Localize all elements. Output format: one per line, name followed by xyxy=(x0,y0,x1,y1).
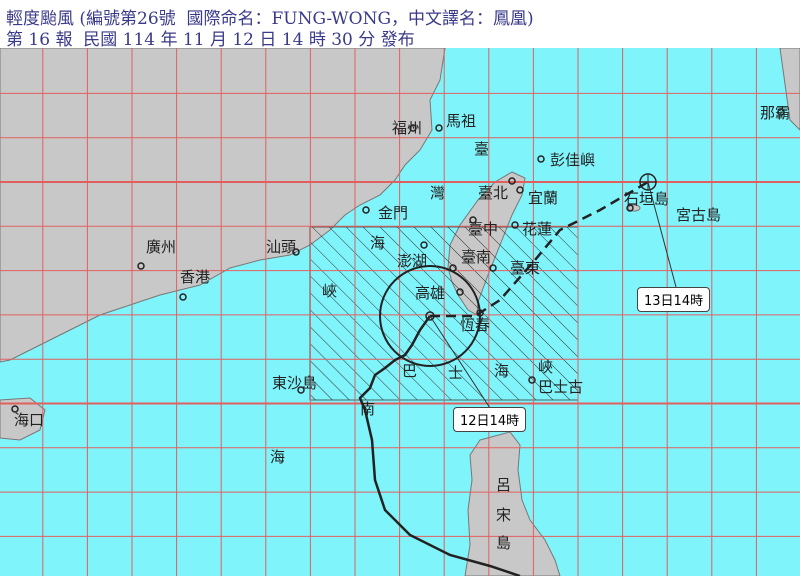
forecast-track xyxy=(430,180,649,318)
label-naha: 那霸 xyxy=(760,104,790,122)
label-luzon-1: 呂 xyxy=(496,476,511,494)
label-luzon-2: 宋 xyxy=(496,506,511,524)
label-bashi-4: 峽 xyxy=(538,358,553,376)
current-time-label: 12日14時 xyxy=(453,407,527,432)
label-taitung: 臺東 xyxy=(510,259,540,277)
label-yilan: 宜蘭 xyxy=(528,189,558,207)
label-strait-1: 臺 xyxy=(474,140,489,158)
label-strait-3: 海 xyxy=(370,234,385,252)
label-taichung: 臺中 xyxy=(468,220,498,238)
label-mazu: 馬祖 xyxy=(446,112,476,130)
label-penghu: 澎湖 xyxy=(397,252,427,270)
leader-line-forecast xyxy=(647,181,677,288)
label-pengjia: 彭佳嶼 xyxy=(550,151,595,169)
forecast-time-label: 13日14時 xyxy=(637,287,711,312)
past-track xyxy=(358,315,521,576)
label-luzon-3: 島 xyxy=(496,534,511,552)
label-tainan: 臺南 xyxy=(461,248,491,266)
land-ishigaki xyxy=(627,204,641,212)
label-shantou: 汕頭 xyxy=(266,238,296,256)
label-ishigaki: 石垣島 xyxy=(624,190,669,208)
label-bashi-2: 士 xyxy=(448,364,463,382)
label-fuzhou: 福州 xyxy=(392,119,422,137)
label-scs-1: 南 xyxy=(360,400,375,418)
label-hualien: 花蓮 xyxy=(522,220,552,238)
label-scs-2: 海 xyxy=(270,448,285,466)
label-bashi-3: 海 xyxy=(494,362,509,380)
label-taipei: 臺北 xyxy=(478,184,508,202)
label-guangzhou: 廣州 xyxy=(146,238,176,256)
land-china xyxy=(0,48,446,363)
title-line-2: 第 16 報 民國 114 年 11 月 12 日 14 時 30 分 發布 xyxy=(6,30,415,50)
label-strait-2: 灣 xyxy=(430,184,445,202)
title-line-1: 輕度颱風 (編號第26號 國際命名：FUNG-WONG，中文譯名：鳳凰) xyxy=(6,9,534,29)
label-dongsha: 東沙島 xyxy=(272,374,317,392)
leader-line-current xyxy=(429,315,491,409)
label-kinmen: 金門 xyxy=(378,204,408,222)
land-okinawa xyxy=(779,48,800,131)
city-markers xyxy=(11,108,785,413)
land-hainan xyxy=(0,397,46,441)
label-batanes: 巴士古 xyxy=(538,378,583,396)
label-hongkong: 香港 xyxy=(180,268,210,286)
label-miyako: 宮古島 xyxy=(676,206,721,224)
label-hengchun: 恆春 xyxy=(460,316,490,334)
typhoon-map: 福州 馬祖 彭佳嶼 臺北 宜蘭 金門 廣州 香港 汕頭 澎湖 臺中 花蓮 臺南 … xyxy=(0,48,800,576)
label-haikou: 海口 xyxy=(14,411,44,429)
lat-lon-grid xyxy=(0,48,800,576)
label-bashi-1: 巴 xyxy=(402,362,417,380)
label-strait-4: 峽 xyxy=(322,282,337,300)
label-kaohsiung: 高雄 xyxy=(415,284,445,302)
